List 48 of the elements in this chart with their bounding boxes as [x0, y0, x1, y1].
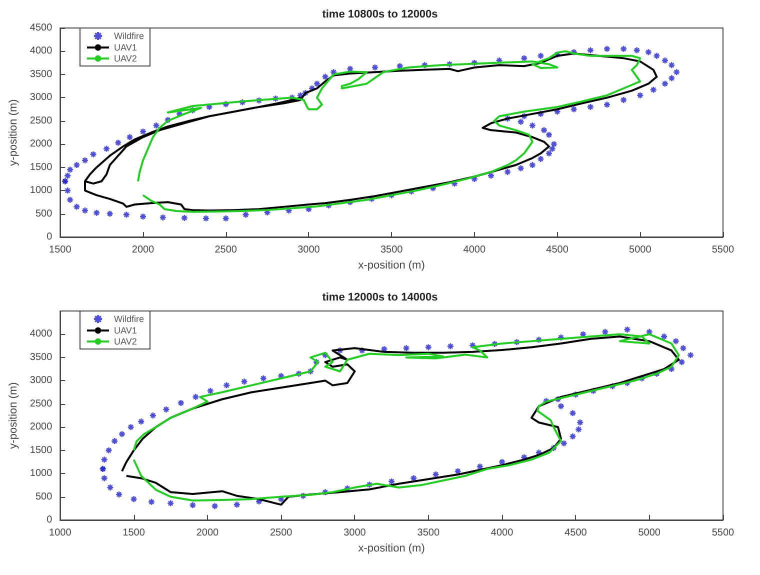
y-tick-label: 0 — [46, 232, 53, 242]
x-tick-label: 2000 — [132, 244, 155, 256]
y-axis-title: y-position (m) — [8, 382, 20, 449]
y-tick-label: 3000 — [30, 375, 53, 386]
y-tick-label: 4000 — [30, 328, 53, 340]
x-tick-label: 3500 — [380, 244, 404, 256]
y-tick-label: 3500 — [30, 68, 53, 80]
x-axis-title: x-position (m) — [358, 259, 425, 272]
x-tick-label: 3000 — [298, 244, 320, 256]
y-tick-label: 3500 — [30, 352, 53, 363]
y-tick-label: 1500 — [30, 444, 53, 456]
chart-title: time 12000s to 14000s — [322, 292, 438, 304]
x-tick-label: 3000 — [344, 528, 366, 538]
y-tick-label: 1000 — [30, 468, 53, 480]
y-tick-label: 2500 — [30, 115, 53, 126]
y-tick-label: 500 — [35, 491, 53, 502]
y-tick-label: 0 — [46, 514, 53, 526]
y-tick-label: 2500 — [30, 398, 53, 410]
x-tick-label: 5000 — [629, 244, 652, 256]
chart-title: time 10800s to 12000s — [322, 8, 438, 20]
y-tick-label: 4500 — [30, 22, 53, 34]
legend-label: UAV2 — [114, 336, 137, 346]
y-tick-label: 3000 — [30, 92, 53, 104]
legend-label: UAV2 — [114, 54, 137, 64]
y-tick-label: 500 — [35, 208, 53, 220]
legend-label: UAV1 — [114, 326, 137, 336]
x-tick-label: 3500 — [417, 528, 440, 538]
y-tick-label: 1500 — [30, 162, 53, 173]
x-tick-label: 4500 — [564, 528, 588, 538]
x-tick-label: 2500 — [214, 244, 238, 256]
legend-label: UAV1 — [114, 42, 137, 52]
y-axis-title: y-position (m) — [8, 99, 20, 166]
legend-label: Wildfire — [114, 31, 144, 41]
legend-label: Wildfire — [114, 314, 144, 324]
y-tick-label: 2000 — [30, 138, 53, 150]
x-axis-title: x-position (m) — [358, 542, 425, 554]
y-tick-label: 2000 — [30, 422, 53, 433]
x-tick-label: 5500 — [712, 528, 735, 538]
x-tick-label: 1500 — [122, 528, 146, 538]
x-tick-label: 2500 — [270, 528, 293, 538]
y-tick-label: 4000 — [30, 46, 53, 57]
x-tick-label: 4000 — [463, 244, 486, 256]
x-tick-label: 2000 — [196, 528, 220, 538]
y-tick-label: 1000 — [30, 185, 53, 196]
x-tick-label: 5000 — [638, 528, 661, 538]
x-tick-label: 5500 — [712, 244, 735, 256]
x-tick-label: 4000 — [490, 528, 514, 538]
x-tick-label: 4500 — [546, 244, 569, 256]
